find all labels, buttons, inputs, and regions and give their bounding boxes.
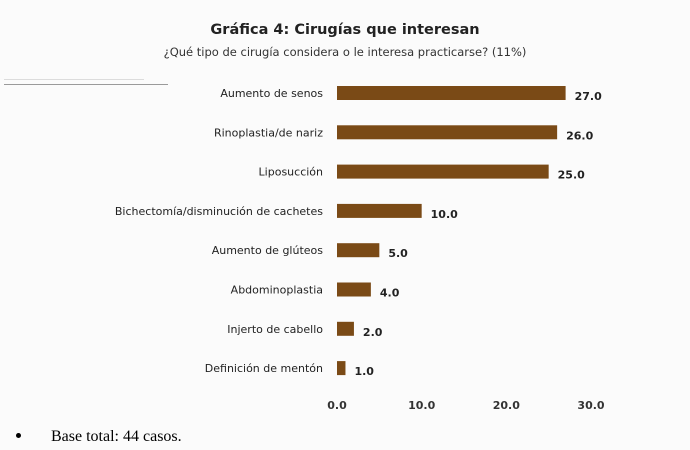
value-label: 1.0	[354, 365, 374, 378]
category-label: Abdominoplastia	[231, 284, 323, 297]
category-label: Aumento de senos	[220, 87, 323, 100]
value-labels-group: 27.0 26.0 25.0 10.0 5.0 4.0 2.0 1.0	[354, 90, 602, 378]
category-label: Injerto de cabello	[227, 323, 323, 336]
category-label: Bichectomía/disminución de cachetes	[115, 205, 323, 218]
bar	[337, 243, 380, 258]
x-tick-label: 0.0	[327, 399, 347, 412]
category-label: Aumento de glúteos	[212, 244, 324, 257]
bars-group	[337, 86, 566, 376]
footnote: Base total: 44 casos.	[16, 428, 182, 446]
value-label: 2.0	[363, 326, 383, 339]
footnote-text: Base total: 44 casos.	[51, 428, 182, 445]
bar	[337, 203, 422, 218]
category-label: Definición de mentón	[205, 362, 323, 375]
x-tick-label: 30.0	[577, 399, 604, 412]
value-label: 10.0	[431, 208, 458, 221]
bar	[337, 164, 549, 179]
category-label: Rinoplastia/de nariz	[214, 126, 323, 139]
bullet-icon	[16, 432, 21, 438]
value-label: 4.0	[380, 287, 400, 300]
bar	[337, 361, 346, 376]
x-tick-label: 10.0	[408, 399, 435, 412]
value-label: 27.0	[575, 90, 602, 103]
value-label: 25.0	[558, 169, 585, 182]
value-label: 5.0	[388, 247, 408, 260]
bar-chart: Aumento de senos Rinoplastia/de nariz Lipo…	[115, 86, 605, 412]
chart-subtitle: ¿Qué tipo de cirugía considera o le inte…	[163, 45, 527, 59]
x-axis-ticks-group: 0.0 10.0 20.0 30.0	[327, 399, 605, 412]
bar	[337, 282, 371, 297]
category-label: Liposucción	[259, 166, 323, 179]
bar	[337, 125, 558, 140]
category-labels-group: Aumento de senos Rinoplastia/de nariz Lipo…	[115, 87, 323, 375]
value-label: 26.0	[566, 129, 593, 142]
bar	[337, 86, 566, 100]
divider-line	[4, 84, 168, 85]
divider-line-faint	[4, 79, 144, 80]
chart-title: Gráfica 4: Cirugías que interesan	[210, 22, 480, 38]
bar	[337, 321, 354, 336]
x-tick-label: 20.0	[493, 399, 520, 412]
